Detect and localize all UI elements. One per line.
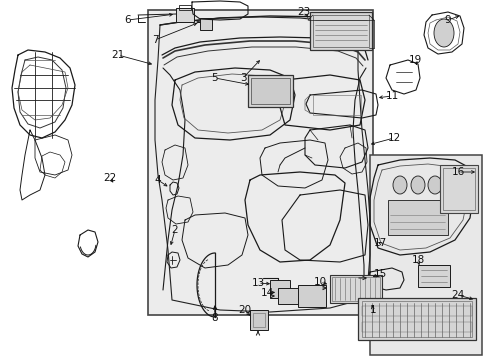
Bar: [278, 288, 299, 304]
Bar: [417, 265, 449, 287]
Bar: [442, 168, 474, 210]
Bar: [312, 95, 360, 115]
Bar: [309, 12, 371, 50]
Bar: [200, 18, 212, 30]
Ellipse shape: [427, 176, 441, 194]
Text: 4: 4: [154, 175, 161, 185]
Ellipse shape: [433, 19, 453, 47]
Text: 24: 24: [450, 290, 464, 300]
Text: 12: 12: [386, 133, 400, 143]
Text: 7: 7: [151, 35, 158, 45]
Bar: [250, 78, 289, 104]
Text: 1: 1: [369, 305, 376, 315]
Ellipse shape: [410, 176, 424, 194]
Bar: [361, 301, 471, 337]
Bar: [357, 298, 475, 340]
Bar: [361, 306, 471, 316]
Text: 9: 9: [444, 15, 450, 25]
Text: 5: 5: [211, 73, 218, 83]
Text: 21: 21: [111, 50, 124, 60]
Text: 6: 6: [124, 15, 131, 25]
Text: 16: 16: [450, 167, 464, 177]
Bar: [269, 280, 289, 298]
Text: 3: 3: [239, 73, 246, 83]
Bar: [148, 10, 372, 315]
Bar: [249, 310, 267, 330]
Bar: [387, 200, 447, 235]
Text: 17: 17: [373, 238, 386, 248]
Bar: [179, 5, 191, 10]
Bar: [247, 75, 292, 107]
Bar: [439, 165, 477, 213]
Bar: [297, 285, 325, 307]
Bar: [369, 155, 481, 355]
Text: 2: 2: [171, 225, 178, 235]
Bar: [176, 8, 194, 22]
Text: 8: 8: [211, 313, 218, 323]
Text: 18: 18: [410, 255, 424, 265]
Text: 11: 11: [385, 91, 398, 101]
Text: 10: 10: [313, 277, 326, 287]
Ellipse shape: [392, 176, 406, 194]
Bar: [361, 322, 471, 332]
Text: 23: 23: [297, 7, 310, 17]
Bar: [331, 277, 379, 301]
Bar: [252, 313, 264, 327]
Text: 15: 15: [373, 269, 386, 279]
Text: 14: 14: [260, 288, 273, 298]
Text: 19: 19: [407, 55, 421, 65]
Bar: [312, 15, 368, 47]
Text: 22: 22: [103, 173, 116, 183]
Text: 20: 20: [238, 305, 251, 315]
Text: 13: 13: [251, 278, 264, 288]
Bar: [329, 275, 381, 303]
